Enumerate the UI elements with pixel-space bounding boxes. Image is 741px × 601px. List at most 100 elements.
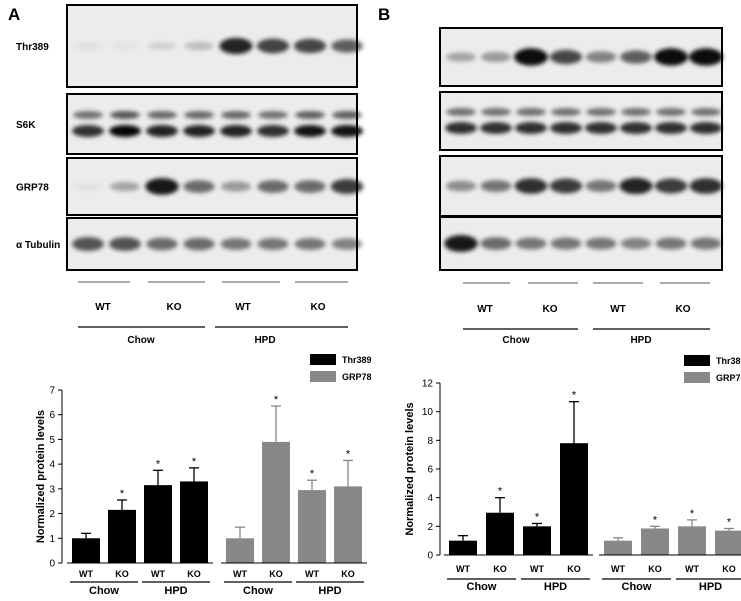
x-tick-label: WT: [79, 569, 93, 579]
y-tick-label: 4: [427, 493, 433, 504]
band: [183, 125, 215, 137]
y-tick-label: 8: [427, 436, 433, 447]
band: [109, 125, 141, 137]
band: [445, 180, 477, 192]
legend-swatch: [310, 371, 336, 382]
y-tick-label: 7: [49, 386, 55, 397]
genotype-label: WT: [477, 304, 493, 315]
blot-label: GRP78: [16, 183, 49, 194]
diet-label: Chow: [127, 335, 154, 346]
band: [73, 111, 103, 119]
band: [145, 178, 179, 195]
band: [258, 111, 288, 119]
legend-label: Thr389: [342, 355, 372, 365]
band: [331, 125, 363, 137]
y-tick-label: 4: [49, 460, 55, 471]
group-label: HPD: [544, 581, 567, 593]
band: [73, 42, 103, 50]
band: [585, 237, 617, 250]
group-label: Chow: [243, 585, 273, 597]
panel-label: A: [8, 5, 20, 24]
band: [331, 39, 363, 53]
legend-label: GRP78: [716, 373, 741, 383]
y-tick-label: 2: [427, 522, 433, 533]
x-tick-label: KO: [567, 564, 581, 574]
band: [332, 111, 362, 119]
band: [72, 125, 104, 137]
band: [446, 108, 476, 116]
band: [480, 122, 512, 134]
bar: [641, 528, 669, 555]
band: [654, 48, 688, 66]
band-group: [445, 177, 723, 195]
panel-label: B: [378, 5, 390, 24]
band: [184, 41, 214, 51]
significance-marker: *: [690, 508, 695, 520]
bar: [226, 538, 254, 563]
group-label: HPD: [164, 585, 187, 597]
band: [256, 38, 290, 54]
band: [620, 237, 652, 250]
bar: [486, 512, 514, 555]
band: [294, 125, 326, 137]
x-tick-label: KO: [115, 569, 129, 579]
x-tick-label: WT: [151, 569, 165, 579]
diet-label: HPD: [254, 335, 275, 346]
band: [444, 235, 478, 252]
band: [586, 108, 616, 116]
significance-marker: *: [498, 486, 503, 498]
bar: [262, 441, 290, 563]
band: [221, 111, 251, 119]
x-tick-label: WT: [305, 569, 319, 579]
bar: [678, 526, 706, 555]
band: [689, 48, 723, 66]
band-group: [72, 237, 363, 251]
band-group: [446, 48, 723, 66]
band: [446, 52, 476, 62]
significance-marker: *: [572, 390, 577, 402]
y-tick-label: 3: [49, 484, 55, 495]
band: [515, 122, 547, 134]
y-tick-label: 0: [427, 551, 433, 562]
bar: [298, 490, 326, 563]
y-tick-label: 6: [427, 465, 433, 476]
band: [691, 108, 721, 116]
band: [550, 237, 582, 250]
genotype-label: KO: [543, 304, 558, 315]
x-tick-label: KO: [341, 569, 355, 579]
significance-marker: *: [346, 448, 351, 460]
y-tick-label: 10: [422, 407, 434, 418]
band-group: [445, 108, 722, 134]
significance-marker: *: [192, 456, 197, 468]
band: [514, 48, 548, 66]
significance-marker: *: [120, 488, 125, 500]
band: [293, 38, 327, 54]
x-tick-label: WT: [233, 569, 247, 579]
band: [656, 108, 686, 116]
band: [585, 180, 617, 192]
significance-marker: *: [535, 511, 540, 523]
group-label: Chow: [89, 585, 119, 597]
group-label: Chow: [622, 581, 652, 593]
band: [516, 108, 546, 116]
bar: [560, 443, 588, 555]
legend-label: Thr389: [716, 356, 741, 366]
bar: [449, 540, 477, 555]
band: [620, 122, 652, 134]
band: [331, 238, 363, 250]
blot-s6k: [439, 91, 723, 151]
band: [146, 125, 178, 137]
band: [219, 37, 253, 55]
band: [110, 181, 140, 192]
group-label: HPD: [318, 585, 341, 597]
x-tick-label: KO: [493, 564, 507, 574]
y-axis-label: Normalized protein levels: [35, 410, 47, 543]
band: [184, 111, 214, 119]
x-tick-label: KO: [187, 569, 201, 579]
band: [481, 108, 511, 116]
x-tick-label: KO: [269, 569, 283, 579]
band: [619, 177, 653, 195]
band: [147, 42, 177, 50]
legend-swatch: [310, 354, 336, 365]
